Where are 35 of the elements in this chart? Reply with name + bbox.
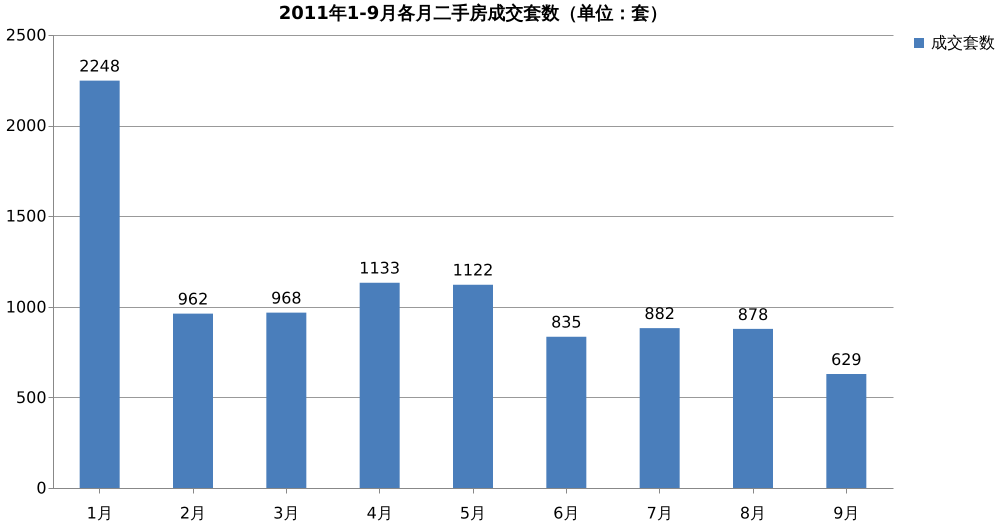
bar	[360, 282, 400, 488]
data-label: 968	[271, 288, 302, 308]
bar	[640, 328, 680, 488]
y-tick-label: 500	[16, 388, 46, 407]
bar	[546, 336, 586, 488]
bar	[80, 80, 120, 488]
data-label: 2248	[79, 56, 120, 76]
y-tick-label: 2500	[6, 26, 46, 44]
x-tick-label: 4月	[366, 504, 393, 522]
x-tick-label: 3月	[273, 504, 300, 522]
y-tick-label: 0	[36, 478, 46, 498]
x-tick-label: 7月	[646, 504, 673, 522]
data-label: 835	[551, 312, 582, 332]
bar	[826, 374, 866, 488]
bar	[173, 314, 213, 488]
x-tick-label: 5月	[460, 504, 486, 522]
bar	[733, 328, 773, 488]
data-label: 882	[644, 304, 675, 324]
x-tick-label: 8月	[740, 504, 766, 522]
x-tick-label: 6月	[553, 504, 580, 522]
x-tick-label: 2月	[180, 504, 206, 522]
bar	[266, 312, 306, 488]
data-label: 629	[831, 350, 862, 370]
y-tick-label: 1000	[6, 297, 46, 316]
legend-label: 成交套数	[931, 33, 995, 52]
data-label: 1122	[452, 260, 494, 280]
x-tick-label: 1月	[86, 504, 113, 522]
chart-title: 2011年1-9月各月二手房成交套数（单位：套）	[278, 3, 668, 24]
x-tick-label: 9月	[833, 504, 860, 522]
bar	[453, 284, 493, 488]
data-label: 1133	[359, 258, 400, 278]
data-label: 878	[738, 304, 768, 324]
data-label: 962	[178, 290, 208, 309]
y-tick-label: 2000	[6, 116, 46, 136]
y-tick-label: 1500	[6, 206, 46, 226]
